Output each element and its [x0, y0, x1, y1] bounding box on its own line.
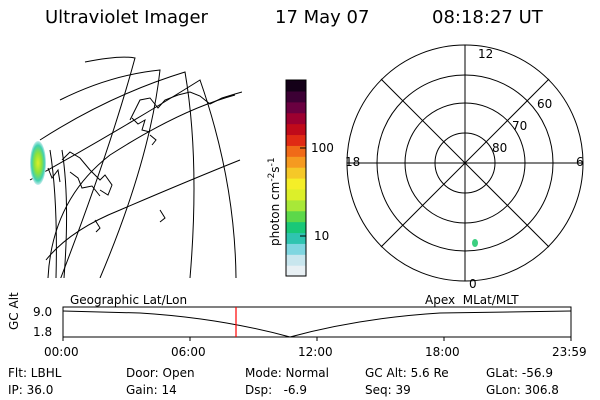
timeline-tick-4: 23:59	[552, 345, 587, 359]
colorbar-segment	[286, 167, 306, 179]
timeline-y-top: 9.0	[33, 305, 53, 319]
colorbar-segment	[286, 232, 306, 244]
colorbar-segment	[286, 156, 306, 168]
polar-label-18: 18	[345, 155, 361, 169]
colorbar-segment	[286, 90, 306, 103]
info-seq: Seq: 39	[365, 383, 411, 397]
info-glon: GLon: 306.8	[486, 383, 559, 397]
timeline-y-bot: 1.8	[33, 325, 53, 339]
polar-lat-80: 80	[492, 141, 508, 155]
polar-lat-60: 60	[537, 97, 553, 111]
colorbar-segment	[286, 243, 306, 255]
colorbar-segment	[286, 265, 306, 277]
info-dsp: Dsp: -6.9	[245, 383, 308, 397]
polar-lat-70: 70	[512, 119, 528, 133]
colorbar-segment	[286, 199, 306, 212]
timeline-right-title: Apex MLat/MLT	[425, 293, 519, 307]
polar-label-12: 12	[478, 47, 494, 61]
info-gc-alt: GC Alt: 5.6 Re	[365, 366, 449, 380]
info-filter: Flt: LBHL	[8, 366, 62, 380]
colorbar-segment	[286, 145, 306, 157]
colorbar-segment	[286, 101, 306, 114]
colorbar-segment	[286, 221, 306, 234]
colorbar-segment	[286, 123, 306, 136]
info-mode: Mode: Normal	[245, 366, 329, 380]
timeline-tick-2: 12:00	[298, 345, 333, 359]
info-glat: GLat: -56.9	[486, 366, 553, 380]
info-gain: Gain: 14	[126, 383, 177, 397]
app-title: Ultraviolet Imager	[45, 7, 208, 28]
colorbar-segment	[286, 134, 306, 146]
colorbar-tick-100: 100	[311, 141, 334, 155]
timeline-axis-label: GC Alt	[7, 292, 21, 330]
colorbar-segment	[286, 188, 306, 201]
info-door: Door: Open	[126, 366, 195, 380]
date-label: 17 May 07	[275, 7, 370, 28]
timeline-tick-0: 00:00	[44, 345, 79, 359]
timeline-tick-3: 18:00	[425, 345, 460, 359]
colorbar-segment	[286, 80, 306, 92]
timeline-left-title: Geographic Lat/Lon	[70, 293, 188, 307]
polar-label-6: 6	[576, 155, 584, 169]
colorbar-segment	[286, 178, 306, 190]
polar-emission-dot	[472, 239, 478, 247]
colorbar-segment	[286, 210, 306, 223]
colorbar-tick-10: 10	[314, 229, 330, 243]
polar-label-0: 0	[469, 277, 477, 291]
colorbar-segment	[286, 254, 306, 266]
time-label: 08:18:27 UT	[432, 7, 543, 28]
timeline-tick-1: 06:00	[171, 345, 206, 359]
aurora-emission	[30, 141, 46, 185]
info-ip: IP: 36.0	[8, 383, 54, 397]
colorbar-segment	[286, 112, 306, 125]
